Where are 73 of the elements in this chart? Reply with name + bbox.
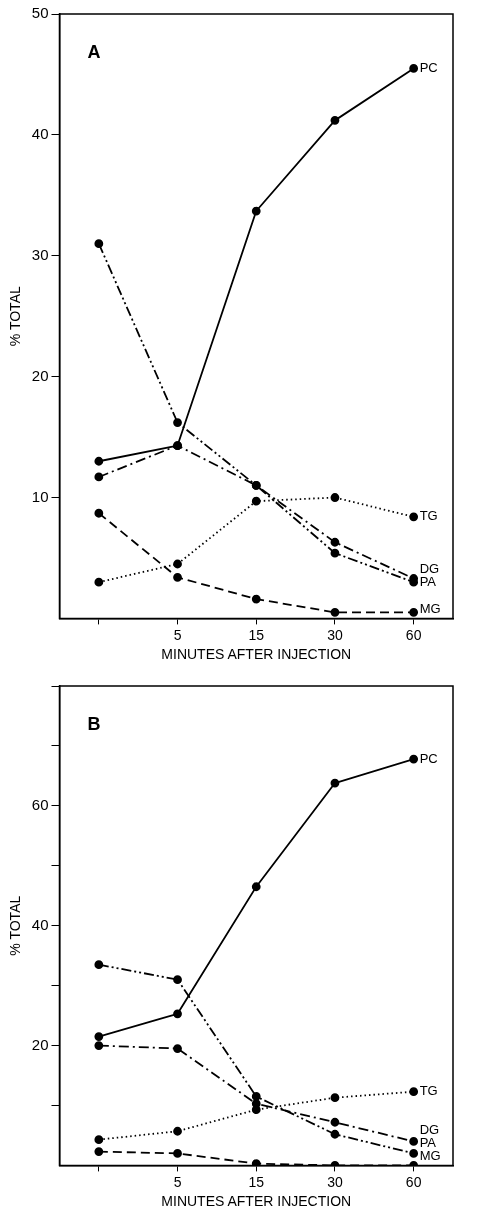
- series-label: PC: [419, 59, 438, 75]
- y-tick-label: 60: [31, 795, 49, 813]
- point: [251, 1092, 261, 1101]
- x-tick-label: 15: [248, 1173, 265, 1190]
- point: [94, 1032, 104, 1041]
- series-label: PC: [419, 750, 438, 766]
- x-tick-label: 15: [248, 626, 265, 643]
- point: [409, 607, 419, 617]
- point: [330, 548, 340, 558]
- point: [330, 537, 340, 547]
- point: [94, 577, 104, 587]
- x-tick-label: 30: [327, 1173, 343, 1190]
- point: [173, 559, 182, 569]
- point: [409, 754, 419, 764]
- y-axis-title: % TOTAL: [7, 286, 24, 347]
- series-label: TG: [419, 1083, 438, 1099]
- annotation: B: [87, 713, 101, 734]
- y-tick-label: 20: [31, 1035, 49, 1053]
- point: [94, 508, 104, 518]
- x-tick-label: 30: [327, 626, 343, 643]
- point: [173, 1126, 182, 1136]
- point: [330, 1129, 340, 1139]
- point: [94, 960, 104, 970]
- series-label: DG: [419, 1121, 440, 1137]
- point: [330, 115, 340, 125]
- y-tick-label: 30: [31, 245, 49, 263]
- point: [330, 778, 340, 788]
- point: [173, 1044, 182, 1053]
- y-tick-label: 40: [31, 125, 49, 143]
- point: [173, 572, 182, 582]
- y-tick-label: 10: [31, 487, 49, 505]
- point: [251, 496, 261, 506]
- point: [94, 1147, 104, 1157]
- point: [251, 594, 261, 604]
- x-tick-label: 5: [173, 626, 182, 643]
- series-label: PA: [419, 1134, 437, 1150]
- point: [94, 472, 104, 482]
- point: [330, 1093, 340, 1103]
- point: [94, 1041, 104, 1050]
- x-tick-label: 60: [405, 1173, 422, 1190]
- series-label: DG: [419, 560, 440, 576]
- point: [251, 206, 261, 216]
- point: [251, 1159, 261, 1166]
- series-label: MG: [419, 1147, 441, 1163]
- x-axis-title: MINUTES AFTER INJECTION: [161, 646, 352, 663]
- point: [409, 1087, 419, 1097]
- point: [94, 239, 104, 249]
- point: [251, 882, 261, 892]
- series-label: MG: [419, 600, 441, 616]
- y-tick-label: 50: [31, 4, 49, 22]
- point: [94, 456, 104, 466]
- point: [330, 493, 340, 502]
- series-label: TG: [419, 508, 438, 524]
- point: [409, 1149, 419, 1158]
- point: [173, 1149, 182, 1158]
- point: [330, 1117, 340, 1127]
- x-tick-label: 60: [405, 626, 422, 643]
- point: [173, 1009, 182, 1019]
- series-label: PA: [419, 573, 437, 589]
- point: [173, 975, 182, 985]
- annotation: A: [87, 41, 101, 62]
- point: [330, 607, 340, 617]
- point: [94, 1135, 104, 1145]
- x-axis-title: MINUTES AFTER INJECTION: [161, 1193, 352, 1210]
- y-axis-title: % TOTAL: [7, 895, 24, 956]
- point: [409, 1137, 419, 1146]
- x-tick-label: 5: [173, 1173, 182, 1190]
- point: [173, 418, 182, 427]
- y-tick-label: 20: [31, 366, 49, 384]
- point: [409, 512, 419, 522]
- point: [251, 1105, 261, 1115]
- y-tick-label: 40: [31, 915, 49, 933]
- point: [409, 64, 419, 73]
